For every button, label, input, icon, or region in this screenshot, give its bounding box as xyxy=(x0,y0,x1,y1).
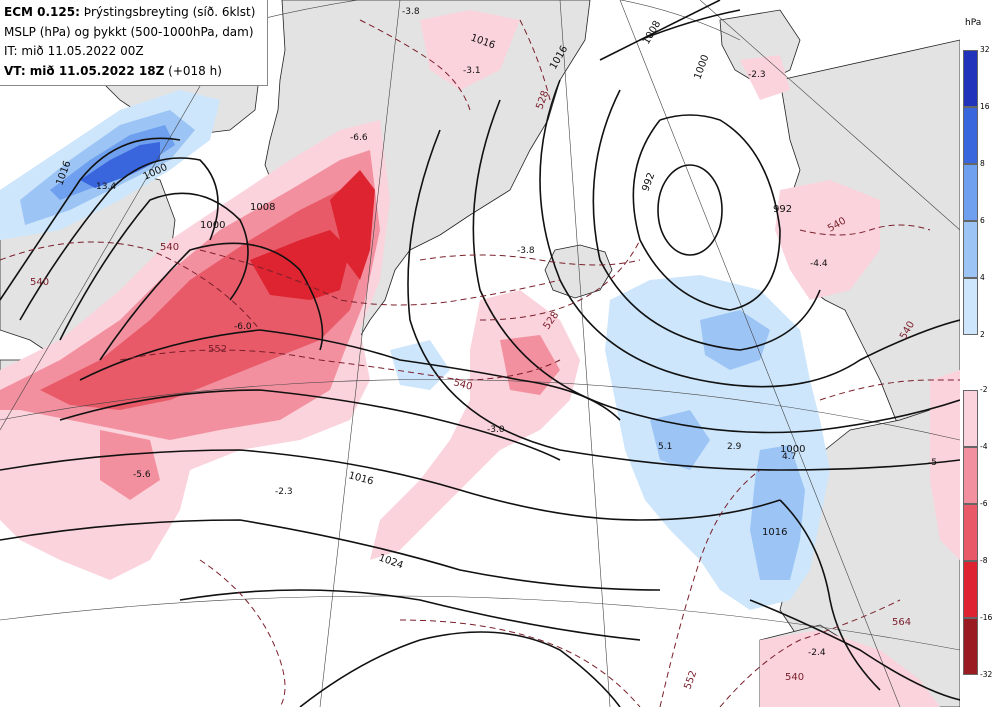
isobars xyxy=(0,0,960,707)
change-label: 13.4 xyxy=(96,182,116,192)
change-label: -2.3 xyxy=(275,487,293,497)
header-line-init-time: IT: mið 11.05.2022 00Z xyxy=(4,44,144,58)
header-line-model: ECM 0.125: Þrýstingsbreyting (síð. 6klst… xyxy=(4,3,263,23)
colorbar-tick-negative: -6 xyxy=(980,499,988,508)
isobar-label: 1024 xyxy=(377,552,405,571)
thickness-label: 540 xyxy=(452,377,473,393)
graticule xyxy=(0,0,960,707)
colorbar-tick-positive: 32 xyxy=(980,45,990,54)
colorbar-unit: hPa xyxy=(965,18,982,28)
colorbar-swatch-negative xyxy=(963,447,978,504)
colorbar-tick-positive: 8 xyxy=(980,159,985,168)
isobar-label: 1016 xyxy=(762,527,787,538)
model-name: ECM 0.125: xyxy=(4,5,80,19)
change-label: -3.8 xyxy=(402,7,420,17)
colorbar-swatch-positive xyxy=(963,107,978,164)
colorbar-swatch-positive xyxy=(963,221,978,278)
isobar-label: 1016 xyxy=(347,470,374,487)
colorbar-swatch-negative xyxy=(963,390,978,447)
isobar-label: 1000 xyxy=(200,220,225,231)
thickness-labels: 540 552 540 528 540 552 540 540 564 528 … xyxy=(30,89,917,691)
colorbar-swatch-negative xyxy=(963,618,978,675)
isobar-label: 1008 xyxy=(250,202,275,213)
valid-time: VT: mið 11.05.2022 18Z xyxy=(4,63,165,78)
thickness-label: 540 xyxy=(30,277,49,288)
change-label: -2.4 xyxy=(808,648,826,658)
change-label: 5.1 xyxy=(658,442,672,452)
change-label: 4.7 xyxy=(782,452,796,462)
pressure-rise-areas xyxy=(0,90,830,610)
colorbar-tick-positive: 4 xyxy=(980,273,985,282)
colorbar-swatch-positive xyxy=(963,50,978,107)
change-label: -5.6 xyxy=(133,470,151,480)
colorbar-tick-negative: -32 xyxy=(980,670,993,679)
colorbar-tick-negative: -8 xyxy=(980,556,988,565)
colorbar-swatch-positive xyxy=(963,278,978,335)
thickness-label: 552 xyxy=(682,669,699,691)
header-line-valid-time: VT: mið 11.05.2022 18Z (+018 h) xyxy=(4,62,263,82)
change-label: -3.1 xyxy=(463,66,481,76)
pressure-fall-areas xyxy=(0,10,960,707)
isobar-label: 1000 xyxy=(692,53,711,81)
isobar-label: 1000 xyxy=(780,444,805,455)
isobar-label: 992 xyxy=(640,171,657,193)
change-label: -3.0 xyxy=(487,425,505,435)
colorbar-swatch-negative xyxy=(963,504,978,561)
thickness-label: 552 xyxy=(208,344,227,355)
lead-time: (+018 h) xyxy=(164,63,222,78)
iceland xyxy=(544,244,613,299)
header-line-fields: MSLP (hPa) og þykkt (500-1000hPa, dam) xyxy=(4,24,254,39)
change-label: 2.9 xyxy=(727,442,742,452)
change-label: -5 xyxy=(928,458,937,468)
change-label: -6.6 xyxy=(350,133,368,143)
colorbar-swatch-positive xyxy=(963,164,978,221)
colorbar-tick-negative: -16 xyxy=(980,613,993,622)
thickness-label: 540 xyxy=(160,242,179,253)
colorbar-tick-positive: 16 xyxy=(980,102,990,111)
thickness-label: 540 xyxy=(785,672,804,683)
change-label: -4.4 xyxy=(810,259,828,269)
colorbar-tick-positive: 6 xyxy=(980,216,985,225)
isobar-label: 992 xyxy=(773,204,792,215)
colorbar-tick-negative: -4 xyxy=(980,442,988,451)
change-label: -3.8 xyxy=(517,246,535,256)
field-name: Þrýstingsbreyting (síð. 6klst) xyxy=(79,5,256,19)
thickness-contours xyxy=(0,19,960,707)
weather-map: 1016 1000 1016 1016 1000 992 1008 1000 1… xyxy=(0,0,960,707)
colorbar-tick-positive: 2 xyxy=(980,330,985,339)
colorbar-swatch-negative xyxy=(963,561,978,618)
thickness-label: 564 xyxy=(892,617,911,628)
change-label: -2.3 xyxy=(748,70,766,80)
pressure-change-labels: -3.8 -3.1 -2.3 -6.6 13.4 -6.0 -5.6 -2.3 … xyxy=(96,7,937,658)
colorbar-tick-negative: -2 xyxy=(980,385,988,394)
map-header: ECM 0.125: Þrýstingsbreyting (síð. 6klst… xyxy=(0,0,268,86)
change-label: -6.0 xyxy=(234,322,252,332)
